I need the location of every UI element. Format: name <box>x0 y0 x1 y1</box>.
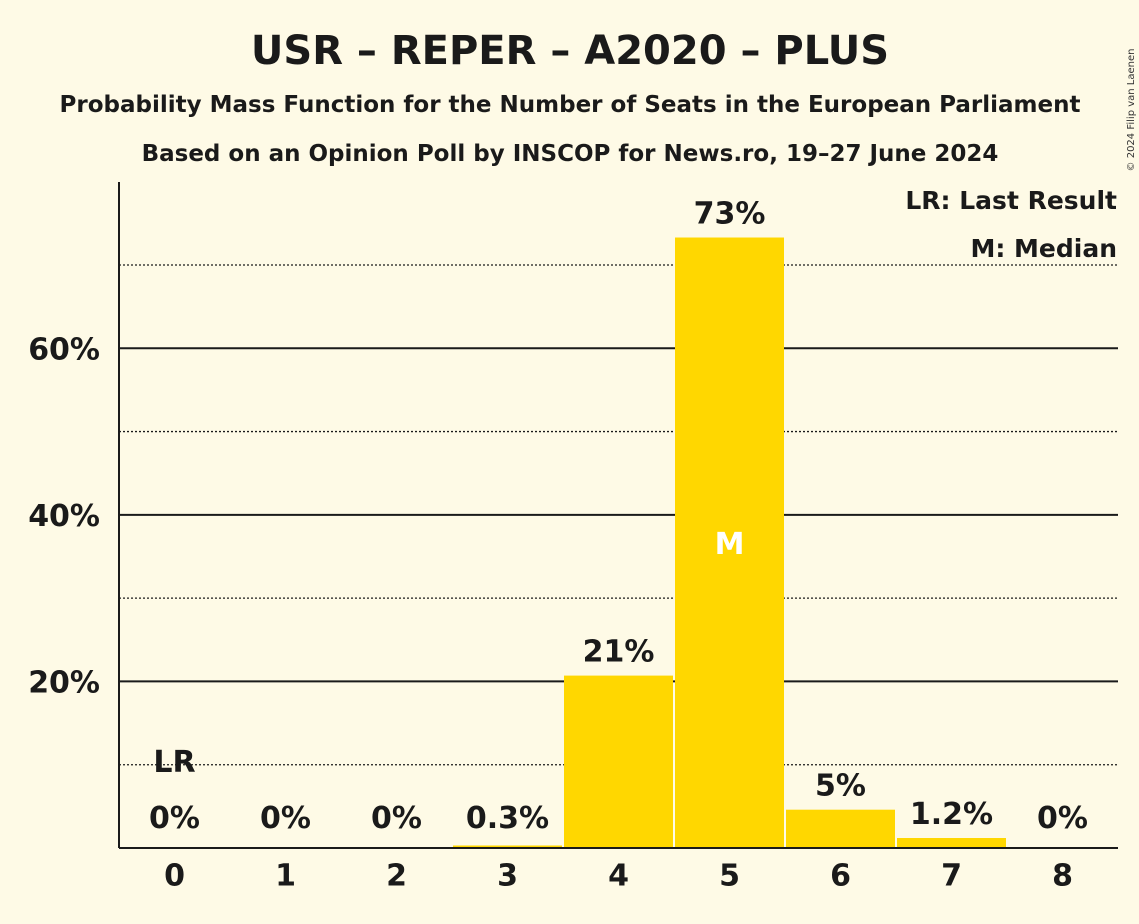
data-label: 0% <box>1037 801 1088 836</box>
bar-3 <box>453 845 562 848</box>
legend-last-result: LR: Last Result <box>905 186 1117 215</box>
x-tick-label: 2 <box>386 859 407 894</box>
x-tick-label: 5 <box>719 859 740 894</box>
last-result-marker: LR <box>153 745 195 780</box>
copyright-notice: © 2024 Filip van Laenen <box>1126 49 1137 172</box>
data-label: 0.3% <box>466 801 549 836</box>
y-tick-label: 20% <box>28 665 100 700</box>
bars <box>453 237 1006 848</box>
y-tick-label: 40% <box>28 499 100 534</box>
data-label: 73% <box>694 197 766 232</box>
chart-title: USR – REPER – A2020 – PLUS <box>251 28 889 74</box>
legend-median: M: Median <box>970 234 1117 263</box>
x-tick-label: 8 <box>1052 859 1073 894</box>
x-tick-label: 0 <box>164 859 185 894</box>
data-label: 1.2% <box>910 797 993 832</box>
x-tick-label: 6 <box>830 859 851 894</box>
bar-7 <box>897 838 1006 848</box>
x-tick-label: 1 <box>275 859 296 894</box>
grid-lines: 20% 40% 60% <box>28 264 1118 766</box>
data-label: 21% <box>583 635 655 670</box>
data-label: 5% <box>815 769 866 804</box>
data-label: 0% <box>371 801 422 836</box>
data-label: 0% <box>149 801 200 836</box>
chart-subtitle-2: Based on an Opinion Poll by INSCOP for N… <box>142 141 999 167</box>
data-label: 0% <box>260 801 311 836</box>
bar-6 <box>786 809 895 848</box>
bar-4 <box>564 675 673 848</box>
x-tick-label: 3 <box>497 859 518 894</box>
chart-subtitle-1: Probability Mass Function for the Number… <box>60 92 1081 118</box>
y-tick-label: 60% <box>28 332 100 367</box>
x-tick-label: 4 <box>608 859 629 894</box>
chart-marks: 0 0% 1 0% 2 0% 3 0.3% 4 21% 5 73% 6 5% 7 1.2% 8 0% LR M <box>118 182 1118 894</box>
bar-5 <box>675 237 784 848</box>
median-marker: M <box>715 527 745 562</box>
x-tick-label: 7 <box>941 859 962 894</box>
